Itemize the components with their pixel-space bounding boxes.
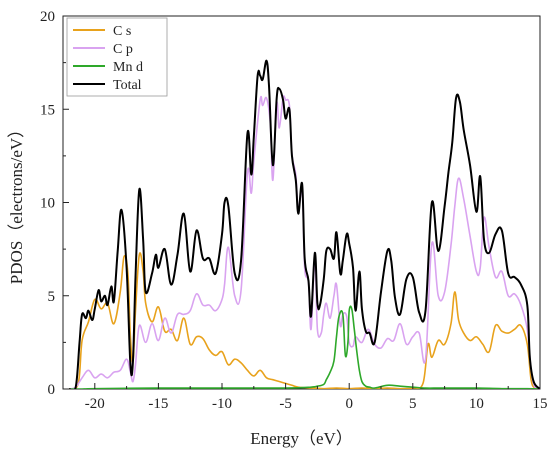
legend-label-total: Total: [113, 78, 142, 93]
x-tick-label: -20: [85, 396, 105, 412]
y-tick-label: 5: [48, 289, 56, 305]
y-tick-label: 20: [40, 9, 55, 25]
plot-area: [62, 15, 541, 390]
legend-label-mn-d: Mn d: [113, 60, 143, 75]
legend-label-c-s: C s: [113, 24, 131, 39]
y-axis-ticks: 0 5 10 15 20: [40, 9, 69, 398]
legend: C s C p Mn d Total: [66, 17, 168, 97]
x-tick-label: 15: [533, 396, 548, 412]
legend-label-c-p: C p: [113, 42, 133, 57]
x-tick-label: 5: [409, 396, 417, 412]
x-axis-title: Energy（eV）: [250, 429, 353, 448]
x-axis-ticks: -20 -15 -10 -5 0 5 10 15: [85, 383, 548, 412]
y-tick-label: 10: [40, 196, 55, 212]
y-axis-title: PDOS（electrons/eV）: [7, 121, 26, 284]
x-tick-label: 10: [469, 396, 484, 412]
series-line-total: [69, 59, 540, 389]
y-tick-label: 0: [48, 382, 56, 398]
series-layer: [68, 59, 540, 389]
x-tick-label: -15: [148, 396, 168, 412]
series-line-mn-d: [69, 305, 540, 389]
x-tick-label: -5: [279, 396, 292, 412]
x-tick-label: 0: [345, 396, 353, 412]
y-tick-label: 15: [40, 102, 55, 118]
x-tick-label: -10: [212, 396, 232, 412]
